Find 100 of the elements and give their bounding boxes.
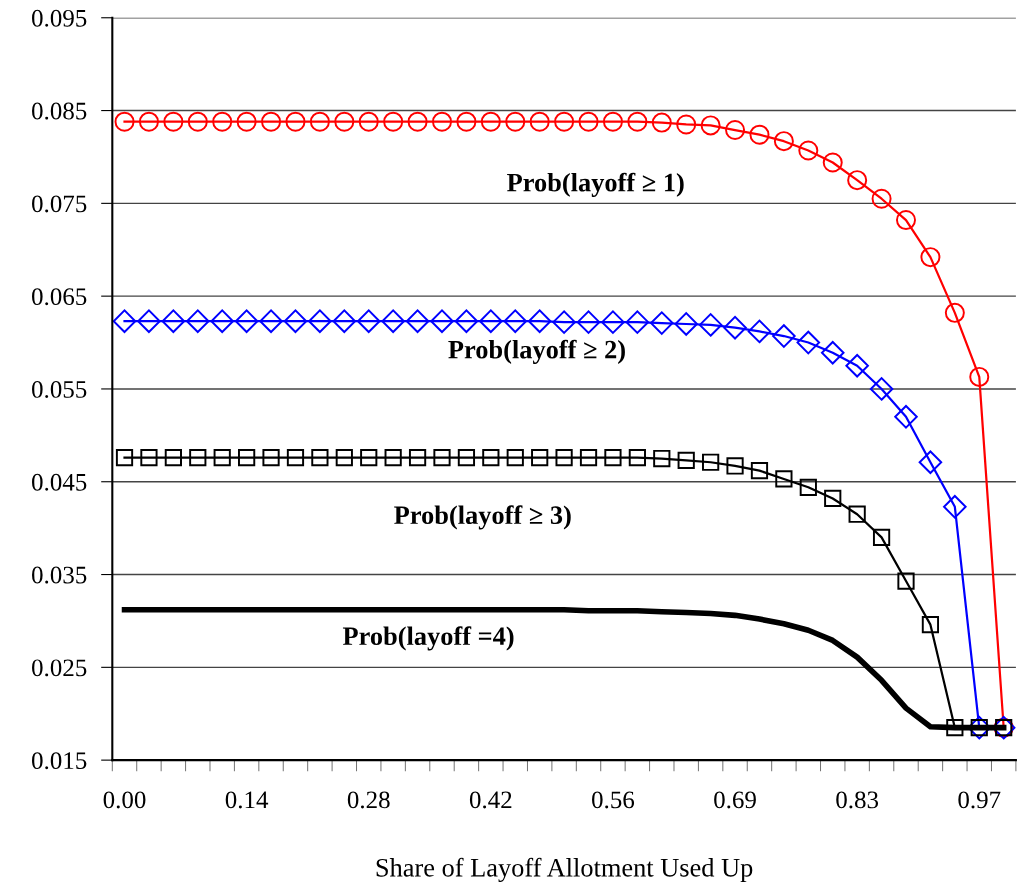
series-label: Prob(layoff ≥ 1) — [507, 172, 684, 197]
point — [531, 449, 549, 467]
point — [725, 120, 746, 141]
point — [115, 449, 134, 467]
point — [164, 449, 182, 467]
point — [798, 140, 819, 161]
point — [212, 111, 233, 132]
x-tick-label: 0.56 — [592, 791, 635, 809]
point — [628, 449, 646, 467]
point — [138, 111, 159, 132]
y-tick-label: 0.075 — [32, 195, 87, 213]
point — [554, 111, 575, 132]
point — [872, 528, 891, 547]
point — [189, 449, 207, 467]
point — [285, 111, 306, 132]
point — [845, 353, 869, 378]
point — [723, 315, 747, 340]
point — [604, 449, 622, 467]
point — [676, 114, 697, 135]
point — [356, 309, 381, 333]
point — [360, 449, 378, 467]
point — [308, 309, 332, 333]
point — [775, 470, 793, 488]
point — [332, 309, 357, 333]
point — [918, 450, 943, 475]
point — [186, 309, 210, 333]
point — [943, 495, 967, 519]
point — [503, 309, 528, 333]
point — [824, 489, 842, 508]
point — [140, 449, 158, 467]
series-label: Prob(layoff ≥ 3) — [394, 505, 571, 530]
point — [653, 449, 671, 468]
point — [408, 449, 427, 467]
point — [506, 449, 524, 467]
point — [236, 111, 257, 132]
point — [946, 719, 964, 737]
point — [430, 309, 454, 333]
point — [384, 449, 402, 467]
point — [896, 210, 916, 231]
point — [576, 310, 601, 334]
point — [480, 111, 501, 132]
point — [702, 453, 720, 471]
point — [234, 309, 259, 333]
point — [309, 111, 330, 132]
x-tick-label: 0.28 — [347, 791, 390, 809]
point — [869, 377, 894, 401]
point — [773, 131, 794, 152]
series-label: Prob(layoff ≥ 2) — [448, 339, 625, 364]
point — [555, 449, 573, 467]
y-tick-label: 0.015 — [32, 752, 87, 770]
x-tick-label: 0.14 — [225, 791, 269, 809]
point — [552, 310, 576, 334]
y-tick-label: 0.065 — [32, 288, 87, 306]
point — [920, 247, 941, 268]
point — [358, 111, 379, 132]
point — [259, 309, 283, 333]
point — [187, 111, 208, 132]
point — [799, 478, 817, 496]
point — [457, 449, 476, 467]
x-tick-label: 0.69 — [714, 791, 756, 809]
point — [677, 451, 695, 470]
point — [897, 572, 915, 590]
point — [578, 111, 599, 132]
x-tick-label: 0.42 — [469, 791, 512, 809]
x-axis-title: Share of Layoff Allotment Used Up — [376, 857, 753, 883]
point — [407, 111, 428, 132]
y-tick-label: 0.025 — [32, 659, 87, 677]
x-tick-label: 0.97 — [958, 791, 1001, 809]
point — [674, 312, 698, 336]
point — [871, 188, 892, 209]
point — [820, 340, 845, 365]
point — [283, 309, 308, 333]
point — [969, 366, 990, 387]
point — [796, 330, 821, 355]
point — [921, 616, 940, 634]
point — [383, 111, 404, 132]
point — [944, 302, 965, 323]
point — [454, 309, 479, 333]
y-tick-label: 0.085 — [32, 102, 87, 120]
point — [238, 449, 256, 467]
point — [210, 309, 234, 333]
point — [579, 449, 598, 467]
point — [627, 111, 648, 132]
point — [456, 111, 477, 132]
point — [311, 449, 329, 467]
y-tick-label: 0.055 — [32, 380, 87, 398]
point — [433, 449, 451, 467]
point — [505, 111, 526, 132]
point — [847, 170, 868, 191]
series-label: Prob(layoff =4) — [342, 626, 514, 651]
point — [112, 309, 137, 333]
point — [750, 462, 769, 480]
y-tick-label: 0.035 — [32, 566, 87, 584]
point — [137, 309, 161, 333]
x-tick-label: 0.00 — [103, 791, 146, 809]
point — [479, 309, 503, 333]
point — [894, 405, 918, 429]
point — [749, 124, 770, 145]
point — [286, 449, 305, 467]
point — [381, 309, 405, 333]
